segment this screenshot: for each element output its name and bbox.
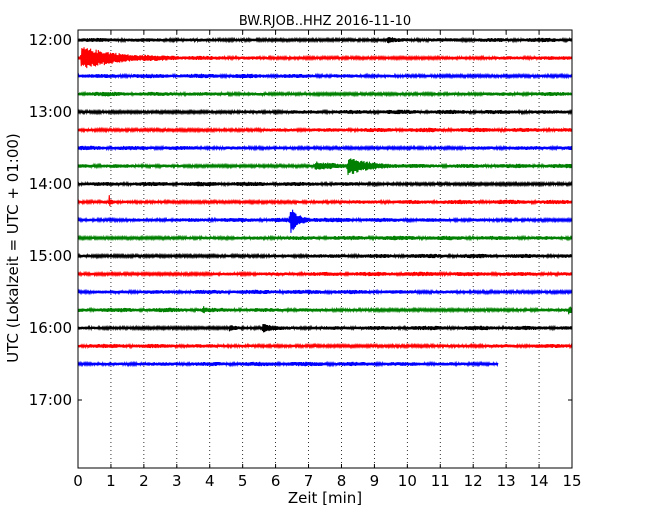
trace-1430 [77,209,573,233]
trace-1315 [77,126,573,134]
trace-group [77,36,573,368]
x-tick-label: 2 [139,472,149,490]
x-tick-label: 7 [304,472,314,490]
trace-1215 [77,47,573,69]
trace-1200 [77,36,573,44]
trace-1500 [77,252,573,260]
trace-1345 [77,158,573,176]
y-tick-label: 16:00 [29,319,72,337]
x-tick-label: 10 [398,472,417,490]
trace-1615 [77,342,573,350]
trace-1545 [77,306,573,315]
plot-frame [77,29,573,469]
x-tick-label: 1 [106,472,116,490]
trace-1515 [77,270,573,278]
y-tick-label: 13:00 [29,103,72,121]
x-tick-label: 11 [431,472,450,490]
trace-1400 [77,180,573,188]
y-axis-ticks: 12:00 13:00 14:00 15:00 16:00 17:00 [29,31,572,409]
x-tick-label: 5 [238,472,248,490]
x-tick-label: 0 [73,472,83,490]
y-tick-label: 17:00 [29,391,72,409]
x-tick-label: 4 [205,472,215,490]
x-axis-ticks: 0 1 2 3 4 5 6 7 8 9 10 11 12 13 14 15 [73,30,582,490]
x-axis-label: Zeit [min] [288,489,362,507]
trace-1630 [77,360,499,368]
x-tick-label: 3 [172,472,182,490]
y-axis-label: UTC (Lokalzeit = UTC + 01:00) [4,133,22,363]
trace-1600 [77,323,573,333]
y-tick-label: 12:00 [29,31,72,49]
trace-1415 [77,195,573,207]
x-tick-label: 9 [370,472,380,490]
trace-1330 [77,144,573,152]
x-tick-label: 14 [530,472,549,490]
x-tick-label: 6 [271,472,281,490]
y-tick-label: 14:00 [29,175,72,193]
x-tick-label: 8 [337,472,347,490]
trace-1530 [77,288,573,296]
x-tick-label: 15 [562,472,581,490]
x-tick-label: 13 [497,472,516,490]
x-tick-label: 12 [464,472,483,490]
trace-1230 [77,72,573,80]
y-tick-label: 15:00 [29,247,72,265]
trace-1300 [77,108,573,116]
trace-1245 [77,90,573,98]
trace-1445 [77,234,573,242]
chart-title: BW.RJOB..HHZ 2016-11-10 [239,14,411,29]
